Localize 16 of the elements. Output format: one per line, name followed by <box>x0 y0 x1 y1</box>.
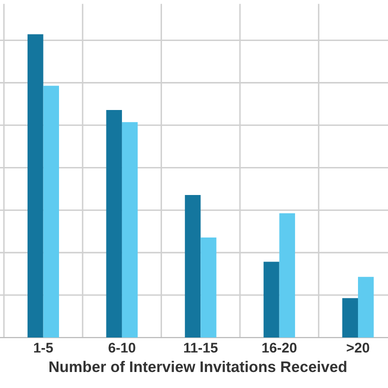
x-tick-label: 16-20 <box>262 342 297 353</box>
bar <box>264 262 280 338</box>
x-tick-label: 6-10 <box>108 342 136 353</box>
x-tick-label: >20 <box>346 342 370 353</box>
bar <box>184 194 201 338</box>
x-tick-label: 1-5 <box>34 342 53 353</box>
bar <box>43 86 60 338</box>
bar <box>342 298 358 338</box>
bar <box>28 34 44 338</box>
x-axis-title: Number of Interview Invitations Received <box>49 360 346 372</box>
bar <box>122 122 138 338</box>
x-tick-label: 11-15 <box>184 342 218 353</box>
bar <box>106 110 122 338</box>
bar <box>279 213 296 338</box>
bar <box>200 237 216 338</box>
bar <box>358 276 374 338</box>
